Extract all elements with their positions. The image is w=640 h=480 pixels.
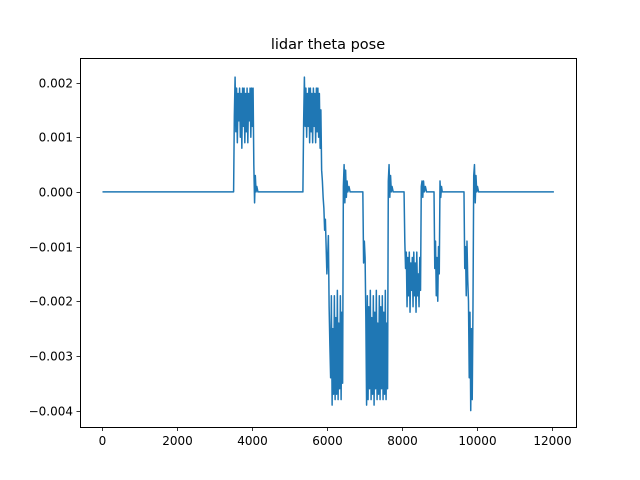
- y-tick-label: −0.001: [29, 241, 73, 255]
- y-tick-label: 0.001: [39, 131, 73, 145]
- series-layer: [102, 76, 554, 412]
- series-line-0: [102, 76, 554, 412]
- x-tick-label: 2000: [162, 434, 193, 448]
- x-tick-label: 10000: [458, 434, 496, 448]
- chart-title: lidar theta pose: [271, 37, 385, 53]
- x-tick-label: 6000: [312, 434, 343, 448]
- x-tick-label: 12000: [533, 434, 571, 448]
- x-axis: 0 2000 4000 6000 8000 10000 12000: [99, 427, 572, 448]
- y-tick-label: 0.000: [39, 186, 73, 200]
- axes-frame: [80, 58, 577, 428]
- y-tick-label: −0.002: [29, 295, 73, 309]
- y-tick-label: −0.004: [29, 405, 73, 419]
- x-tick-label: 8000: [387, 434, 418, 448]
- y-tick-label: 0.002: [39, 77, 73, 91]
- plot-area: [80, 58, 577, 428]
- x-tick-label: 0: [99, 434, 107, 448]
- y-tick-label: −0.003: [29, 350, 73, 364]
- y-axis: 0.002 0.001 0.000 −0.001 −0.002 −0.003 −0.004: [29, 77, 81, 419]
- x-tick-label: 4000: [237, 434, 268, 448]
